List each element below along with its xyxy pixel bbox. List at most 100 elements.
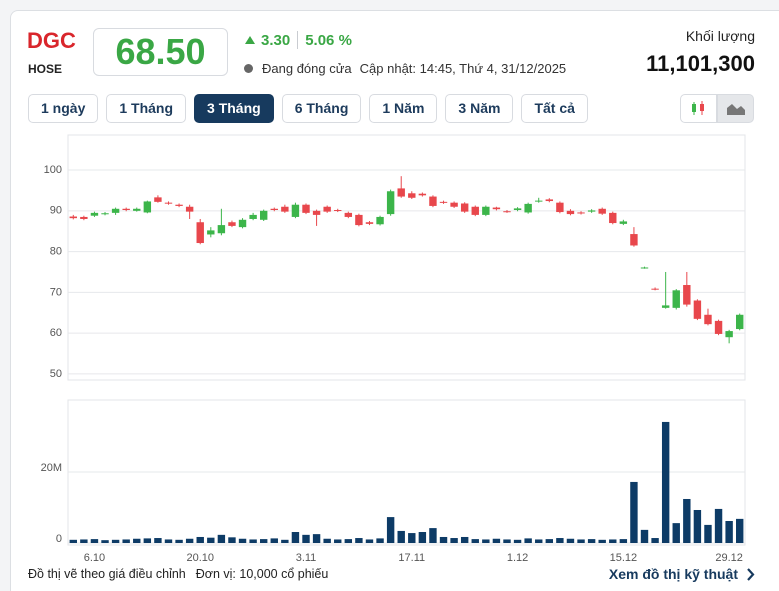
volume-bar: [725, 520, 733, 544]
volume-bar: [429, 528, 437, 544]
y-tick-label: 70: [50, 286, 62, 298]
candle-body: [323, 206, 331, 212]
volume-bar: [556, 538, 564, 544]
range-tab[interactable]: 1 Năm: [369, 94, 438, 123]
volume-bar: [693, 509, 702, 544]
volume-bar: [185, 538, 194, 544]
candle-body: [471, 206, 479, 215]
candle-body: [503, 211, 511, 213]
volume-label: Khối lượng: [685, 28, 755, 44]
volume-bar: [651, 538, 659, 544]
candle-body: [101, 213, 109, 215]
candle-body: [312, 210, 321, 215]
x-tick-label: 17.11: [398, 552, 425, 564]
candle-body: [482, 206, 490, 215]
volume-bar: [291, 532, 300, 544]
x-tick-label: 3.11: [296, 552, 317, 564]
volume-bar: [228, 537, 236, 544]
volume-bar: [714, 508, 723, 544]
candle-body: [587, 210, 596, 212]
candle-body: [196, 222, 204, 244]
candle-body: [365, 222, 374, 224]
volume-bar: [386, 517, 395, 544]
volume-bar: [471, 539, 479, 544]
volume-bar: [439, 536, 448, 544]
area-icon: [727, 104, 745, 115]
range-tab[interactable]: 6 Tháng: [281, 94, 362, 123]
volume-bar: [281, 539, 289, 544]
volume-bar: [365, 539, 374, 544]
volume-bar: [164, 539, 173, 544]
candle-body: [291, 204, 300, 217]
candle-body: [133, 208, 141, 211]
candle-body: [302, 204, 310, 213]
y-tick-label: 50: [50, 368, 62, 380]
candle-body: [228, 222, 236, 226]
candle-body: [683, 285, 691, 305]
candle-body: [704, 314, 712, 325]
volume-bar: [376, 538, 384, 544]
area-view-button[interactable]: [717, 94, 754, 123]
candle-body: [175, 204, 183, 206]
change: 3.30: [261, 31, 291, 49]
updated: Cập nhật: 14:45, Thứ 4, 31/12/2025: [359, 61, 567, 76]
volume-bar: [513, 539, 522, 544]
range-tabs: 1 ngày 1 Tháng 3 Tháng 6 Tháng 1 Năm 3 Năm Tất…: [28, 94, 588, 123]
candle-body: [545, 199, 554, 202]
candle-body: [640, 267, 649, 269]
volume-bar: [704, 524, 712, 544]
volume-bar: [80, 539, 88, 544]
volume-bar: [545, 539, 554, 544]
y-tick-label: 100: [44, 164, 62, 176]
candle-body: [281, 206, 289, 212]
volume-bar: [672, 523, 680, 544]
footer-unit: Đơn vị: 10,000 cổ phiếu: [195, 567, 329, 581]
volume-bar: [69, 539, 77, 544]
candle-body: [238, 219, 247, 228]
candle-body: [122, 208, 130, 211]
volume-bar: [175, 539, 183, 544]
status: Đang đóng cửa: [262, 61, 352, 76]
candle-body: [80, 216, 88, 219]
status-row: Đang đóng cửa Cập nhật: 14:45, Thứ 4, 31…: [244, 61, 566, 76]
range-tab[interactable]: 3 Tháng: [194, 94, 274, 123]
technical-chart-link[interactable]: Xem đồ thị kỹ thuật: [609, 566, 755, 582]
volume-bar: [344, 539, 353, 544]
candle-body: [714, 320, 723, 334]
footer: Đồ thị vẽ theo giá điều chỉnh Đơn vị: 10…: [28, 567, 328, 581]
volume-bar: [577, 539, 585, 544]
volume-bar: [154, 538, 162, 544]
y-tick-label: 20M: [41, 462, 62, 474]
volume-bar: [259, 539, 268, 544]
volume-bar: [598, 539, 606, 544]
volume-bar: [270, 538, 278, 544]
change-row: 3.30 5.06 %: [244, 31, 352, 49]
y-tick-label: 60: [50, 327, 62, 339]
volume-bar: [661, 421, 670, 544]
candle-body: [630, 234, 638, 246]
candle-body: [69, 216, 77, 219]
candle-body: [460, 203, 469, 212]
candle-body: [376, 216, 384, 225]
volume-bar: [460, 536, 469, 544]
range-tab[interactable]: 3 Năm: [445, 94, 514, 123]
volume-bar: [492, 538, 501, 544]
y-tick-label: 80: [50, 245, 62, 257]
candle-body: [672, 290, 680, 308]
candle-view-button[interactable]: [680, 94, 717, 123]
range-tab[interactable]: 1 ngày: [28, 94, 99, 123]
range-tab[interactable]: 1 Tháng: [106, 94, 187, 123]
range-tab[interactable]: Tất cả: [521, 94, 588, 123]
volume-bar: [418, 532, 427, 544]
volume-bar: [196, 536, 204, 544]
candle-body: [619, 221, 628, 224]
candle-body: [334, 210, 342, 212]
volume-bar: [640, 529, 649, 544]
volume-bar: [302, 534, 310, 544]
candle-body: [344, 212, 353, 217]
volume-bar: [524, 538, 532, 544]
volume-bar: [587, 539, 596, 544]
candle-body: [111, 208, 120, 213]
volume-bar: [334, 539, 342, 544]
volume-bar: [683, 498, 691, 544]
